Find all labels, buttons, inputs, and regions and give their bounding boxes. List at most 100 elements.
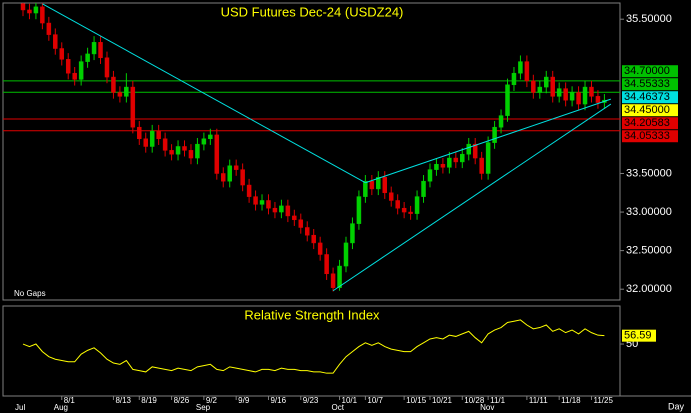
candle-body [434,163,439,170]
y-tick-label: 32.00000 [626,283,672,295]
x-tick-label: 8/19 [141,396,157,405]
candle-body [576,92,581,105]
level-label-box [622,91,678,104]
level-label: 34.55333 [624,78,670,90]
level-label-box [622,78,678,91]
trendline [42,3,366,184]
candle-body [91,42,97,55]
y-tick-label: 32.50000 [626,245,672,257]
candle-body [137,126,142,140]
candle-body [259,200,265,205]
month-label: Nov [480,403,494,412]
candle-body [72,72,77,80]
candle-body [479,157,484,174]
candle-body [518,61,523,74]
x-tick-label: 8/13 [115,396,131,405]
candle-body [143,138,148,147]
price-plot [3,3,620,292]
candle-body [311,234,316,244]
gap-mode: No Gaps [14,289,46,298]
candle-body [569,92,575,101]
candle-body [233,165,239,170]
month-label: Oct [332,403,345,412]
candle-body [408,211,413,214]
rsi-value-label: 56.59 [624,330,652,342]
candle-body [544,76,549,88]
candle-body [369,180,375,190]
candle-body [472,143,478,159]
price-pane [2,2,621,301]
candle-body [440,163,446,168]
x-unit: Day [668,401,685,411]
rsi-line [22,319,605,374]
candle-body [382,177,388,194]
candle-body [427,169,433,182]
level-label: 34.05333 [624,130,670,142]
candle-body [98,42,103,59]
candle-body [40,6,45,24]
candle-body [453,157,459,163]
candle-body [524,61,530,82]
x-tick-label: 11/25 [593,396,613,405]
candle-body [162,138,168,151]
level-label-box [622,104,678,117]
candle-body [156,130,161,140]
level-label: 34.20583 [624,117,670,129]
candle-body [53,34,58,49]
candle-body [376,177,381,190]
candle-body [130,86,136,128]
month-label: Jul [15,403,25,412]
candle-body [246,184,252,197]
level-label: 34.45000 [624,104,670,116]
candle-body [221,173,226,182]
candle-body [556,88,562,97]
x-tick-label: 9/9 [238,396,250,405]
candle-body [201,138,207,145]
trendline [365,98,612,184]
rsi-title: Relative Strength Index [244,307,380,322]
candle-body [292,215,297,221]
month-label: Aug [54,403,68,412]
level-label-box [622,130,678,143]
x-tick-label: 11/1 [490,396,506,405]
x-tick-label: 10/7 [367,396,383,405]
candle-body [214,134,220,174]
y-tick-label: 35.50000 [626,13,672,25]
candle-body [85,53,90,62]
candle-body [149,130,155,147]
candle-body [266,200,271,209]
candle-body [343,242,349,267]
level-label-box [622,65,678,78]
candle-body [537,86,543,93]
y-tick-label: 33.00000 [626,206,672,218]
candle-body [285,205,291,217]
candle-body [304,227,310,236]
candle-body [78,61,84,80]
candle-body [589,86,594,97]
x-tick-label: 10/1 [342,396,358,405]
candle-body [111,76,116,93]
level-label: 34.70000 [624,65,670,77]
candle-body [59,48,65,60]
candle-body [421,180,426,197]
candle-body [240,169,245,186]
candle-body [414,196,420,214]
x-tick-label: 10/15 [406,396,427,405]
x-tick-label: 8/1 [64,396,76,405]
candle-body [208,134,213,140]
candle-body [511,72,517,86]
trendline [332,103,612,292]
candle-body [182,146,187,151]
candle-body [324,254,329,275]
candle-body [466,143,471,155]
candle-body [33,6,39,14]
candle-body [104,57,110,78]
candle-body [550,76,555,97]
x-tick-label: 11/11 [529,396,548,405]
candle-body [337,265,342,288]
candle-body [356,196,362,224]
x-tick-label: 9/23 [303,396,319,405]
candle-body [505,84,510,116]
candle-body [498,115,504,128]
